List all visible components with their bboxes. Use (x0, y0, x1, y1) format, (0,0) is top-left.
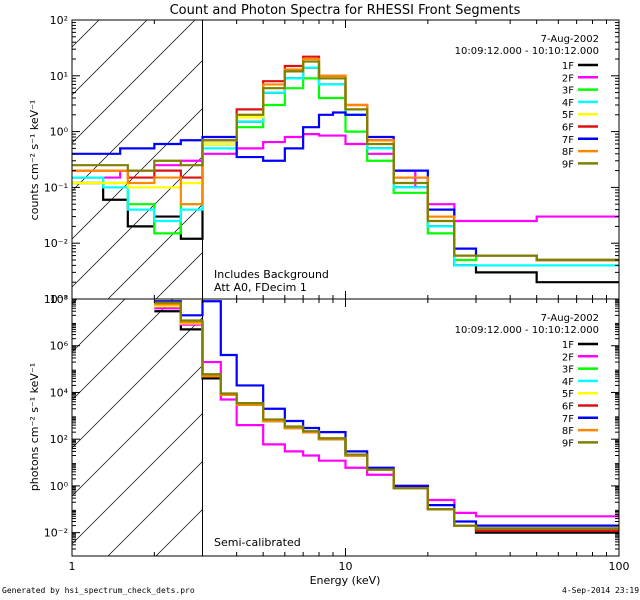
legend-label-3F: 3F (562, 365, 574, 376)
legend-label-2F: 2F (562, 73, 574, 84)
hatch-line (0, 20, 51, 299)
hatch-line (72, 20, 196, 144)
legend-label-4F: 4F (562, 98, 574, 109)
panel-top: 10⁻³ 10⁻² 10⁻¹ 10⁰ 10¹ 10² counts cm⁻² s⁻¹ keV… (0, 14, 620, 306)
y-tick-label: 10⁻¹ (44, 181, 68, 194)
series-line-9F (72, 60, 619, 262)
panel-bottom: 10⁻² 10⁰ 10² 10⁴ 10⁶ 10⁸ 1 10 100 photons cm⁻² s⁻… (0, 293, 630, 587)
timestamp-footer: 4-Sep-2014 23:19 (562, 586, 640, 595)
y-tick-label: 10⁰ (50, 480, 69, 493)
panel-note: Att A0, FDecim 1 (214, 281, 307, 294)
legend-label-1F: 1F (562, 340, 574, 351)
x-tick-label: 1 (69, 560, 76, 573)
y-tick-label: 10⁶ (50, 340, 69, 353)
legend-label-8F: 8F (562, 426, 574, 437)
legend-label-2F: 2F (562, 352, 574, 363)
series-line-9F (154, 301, 619, 530)
y-axis-label: counts cm⁻² s⁻¹ keV⁻¹ (28, 100, 41, 221)
plot-background (202, 20, 619, 299)
y-tick-label: 10⁻² (44, 237, 68, 250)
legend-label-9F: 9F (562, 438, 574, 449)
legend-label-4F: 4F (562, 377, 574, 388)
y-tick-label: 10² (50, 14, 68, 27)
x-axis-label: Energy (keV) (310, 574, 381, 587)
legend-label-1F: 1F (562, 61, 574, 72)
x-tick-label: 100 (609, 560, 630, 573)
legend-label-7F: 7F (562, 414, 574, 425)
figure-title: Count and Photon Spectra for RHESSI Fron… (170, 3, 521, 18)
hatch-line (72, 299, 126, 353)
series-line-2F (154, 307, 619, 518)
legend-label-8F: 8F (562, 147, 574, 158)
hatch-line (72, 299, 222, 449)
y-tick-label: 10⁸ (50, 293, 69, 306)
series-line-7F (154, 300, 619, 527)
x-tick-label: 10 (339, 560, 353, 573)
hatch-line (72, 20, 148, 96)
hatch-line (72, 20, 100, 48)
series-group (72, 55, 619, 284)
legend-label-6F: 6F (562, 123, 574, 134)
date-annotation: 7-Aug-2002 (541, 313, 599, 324)
y-axis-label: photons cm⁻² s⁻¹ keV⁻¹ (28, 363, 41, 491)
series-group (154, 300, 619, 534)
legend-label-9F: 9F (562, 159, 574, 170)
legend-label-6F: 6F (562, 402, 574, 413)
hatch-line (72, 299, 174, 401)
legend-label-3F: 3F (562, 86, 574, 97)
date-annotation: 7-Aug-2002 (541, 34, 599, 45)
y-tick-label: 10⁴ (50, 386, 69, 399)
legend-label-7F: 7F (562, 135, 574, 146)
time-range-annotation: 10:09:12.000 - 10:10:12.000 (455, 46, 599, 57)
legend-label-5F: 5F (562, 110, 574, 121)
panel-note: Semi-calibrated (214, 536, 301, 549)
time-range-annotation: 10:09:12.000 - 10:10:12.000 (455, 325, 599, 336)
legend-label-5F: 5F (562, 389, 574, 400)
y-tick-label: 10¹ (50, 70, 68, 83)
hatch-line (72, 20, 244, 192)
hatch-line (0, 299, 29, 556)
plot-background (202, 299, 619, 556)
panel-note: Includes Background (214, 268, 329, 281)
y-tick-label: 10⁻² (44, 527, 68, 540)
y-tick-label: 10⁰ (50, 126, 69, 139)
generated-by-footer: Generated by hsi_spectrum_check_dets.pro (2, 586, 195, 595)
y-tick-label: 10² (50, 433, 68, 446)
y-tick-label: 10⁻³ (44, 293, 68, 306)
